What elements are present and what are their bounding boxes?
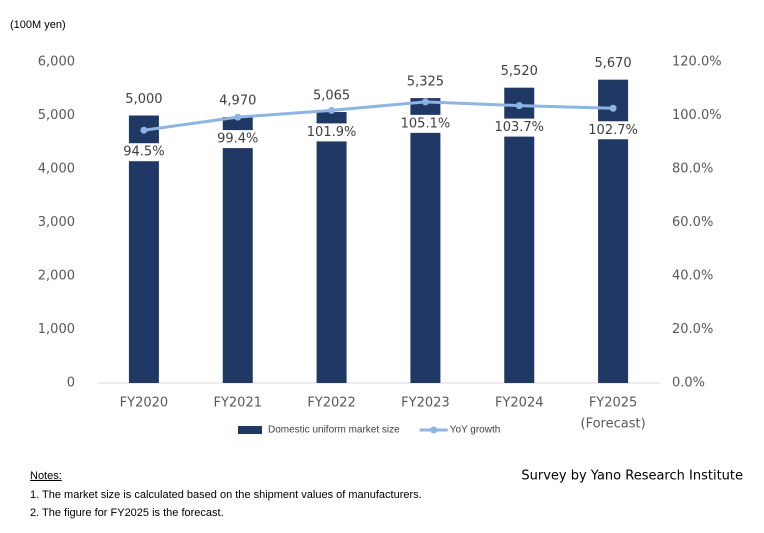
data-label-bg <box>585 121 641 140</box>
data-label: 5,670 <box>594 56 631 71</box>
y2-tick-label: 40.0% <box>672 269 713 284</box>
data-label-bg <box>497 62 541 81</box>
y-axis-label: (100M yen) <box>10 19 66 31</box>
y2-tick-label: 80.0% <box>672 162 713 177</box>
y-tick-label: 1,000 <box>38 322 75 337</box>
legend-swatch <box>238 426 262 434</box>
legend-label: YoY growth <box>450 425 501 436</box>
line-point <box>421 98 429 106</box>
data-label-bg <box>216 92 260 111</box>
y-tick-label: 6,000 <box>38 55 75 70</box>
y2-tick-label: 60.0% <box>672 215 713 230</box>
y2-tick-label: 120.0% <box>672 55 722 70</box>
note: 1. The market size is calculated based o… <box>30 489 422 501</box>
data-label-bg <box>303 123 360 142</box>
line-point <box>609 104 617 112</box>
notes-heading: Notes: <box>30 470 62 482</box>
bar <box>410 98 441 384</box>
data-label-bg <box>309 87 354 106</box>
x-tick-label: FY2023 <box>401 396 450 411</box>
line <box>143 100 614 132</box>
legend-swatch <box>430 426 438 434</box>
data-label-bg <box>214 130 262 149</box>
legend-label: Domestic uniform market size <box>268 425 400 436</box>
note: 2. The figure for FY2025 is the forecast… <box>30 507 224 519</box>
data-label-bg <box>120 143 168 162</box>
y-tick-label: 4,000 <box>38 162 75 177</box>
x-tick-label: FY2024 <box>495 396 544 411</box>
line-point <box>515 102 523 110</box>
source: Survey by Yano Research Institute <box>521 469 743 484</box>
data-label: 5,520 <box>501 64 538 79</box>
data-label: 94.5% <box>123 145 164 160</box>
x-tick-label: FY2020 <box>120 396 169 411</box>
data-label: 5,000 <box>125 92 162 107</box>
data-label-bg <box>491 118 548 137</box>
y-tick-label: 5,000 <box>38 108 75 123</box>
x-tick-label: FY2021 <box>213 396 262 411</box>
y2-tick-label: 0.0% <box>672 376 705 391</box>
data-label: 105.1% <box>401 116 451 131</box>
line-point <box>140 126 148 134</box>
y-tick-label: 3,000 <box>38 215 75 230</box>
data-label-bg <box>397 114 454 133</box>
data-label: 99.4% <box>217 132 258 147</box>
bar <box>222 117 253 383</box>
y-tick-label: 0 <box>67 376 75 391</box>
data-label: 5,065 <box>313 89 350 104</box>
data-label-bg <box>122 90 166 109</box>
bar <box>504 87 535 384</box>
bar <box>316 112 347 384</box>
data-label: 103.7% <box>494 120 544 135</box>
data-label: 102.7% <box>588 123 638 138</box>
data-label-bg <box>403 73 448 92</box>
x-tick-label: FY2022 <box>307 396 356 411</box>
x-tick-label: FY2025 <box>589 396 638 411</box>
data-label-bg <box>591 54 635 73</box>
data-label: 101.9% <box>307 125 357 140</box>
x-tick-note: (Forecast) <box>581 417 646 432</box>
data-label: 4,970 <box>219 94 256 109</box>
y-tick-label: 2,000 <box>38 269 75 284</box>
y2-tick-label: 100.0% <box>672 108 722 123</box>
line-point <box>234 113 242 121</box>
data-label: 5,325 <box>407 75 444 90</box>
y2-tick-label: 20.0% <box>672 322 713 337</box>
line-point <box>328 106 336 114</box>
